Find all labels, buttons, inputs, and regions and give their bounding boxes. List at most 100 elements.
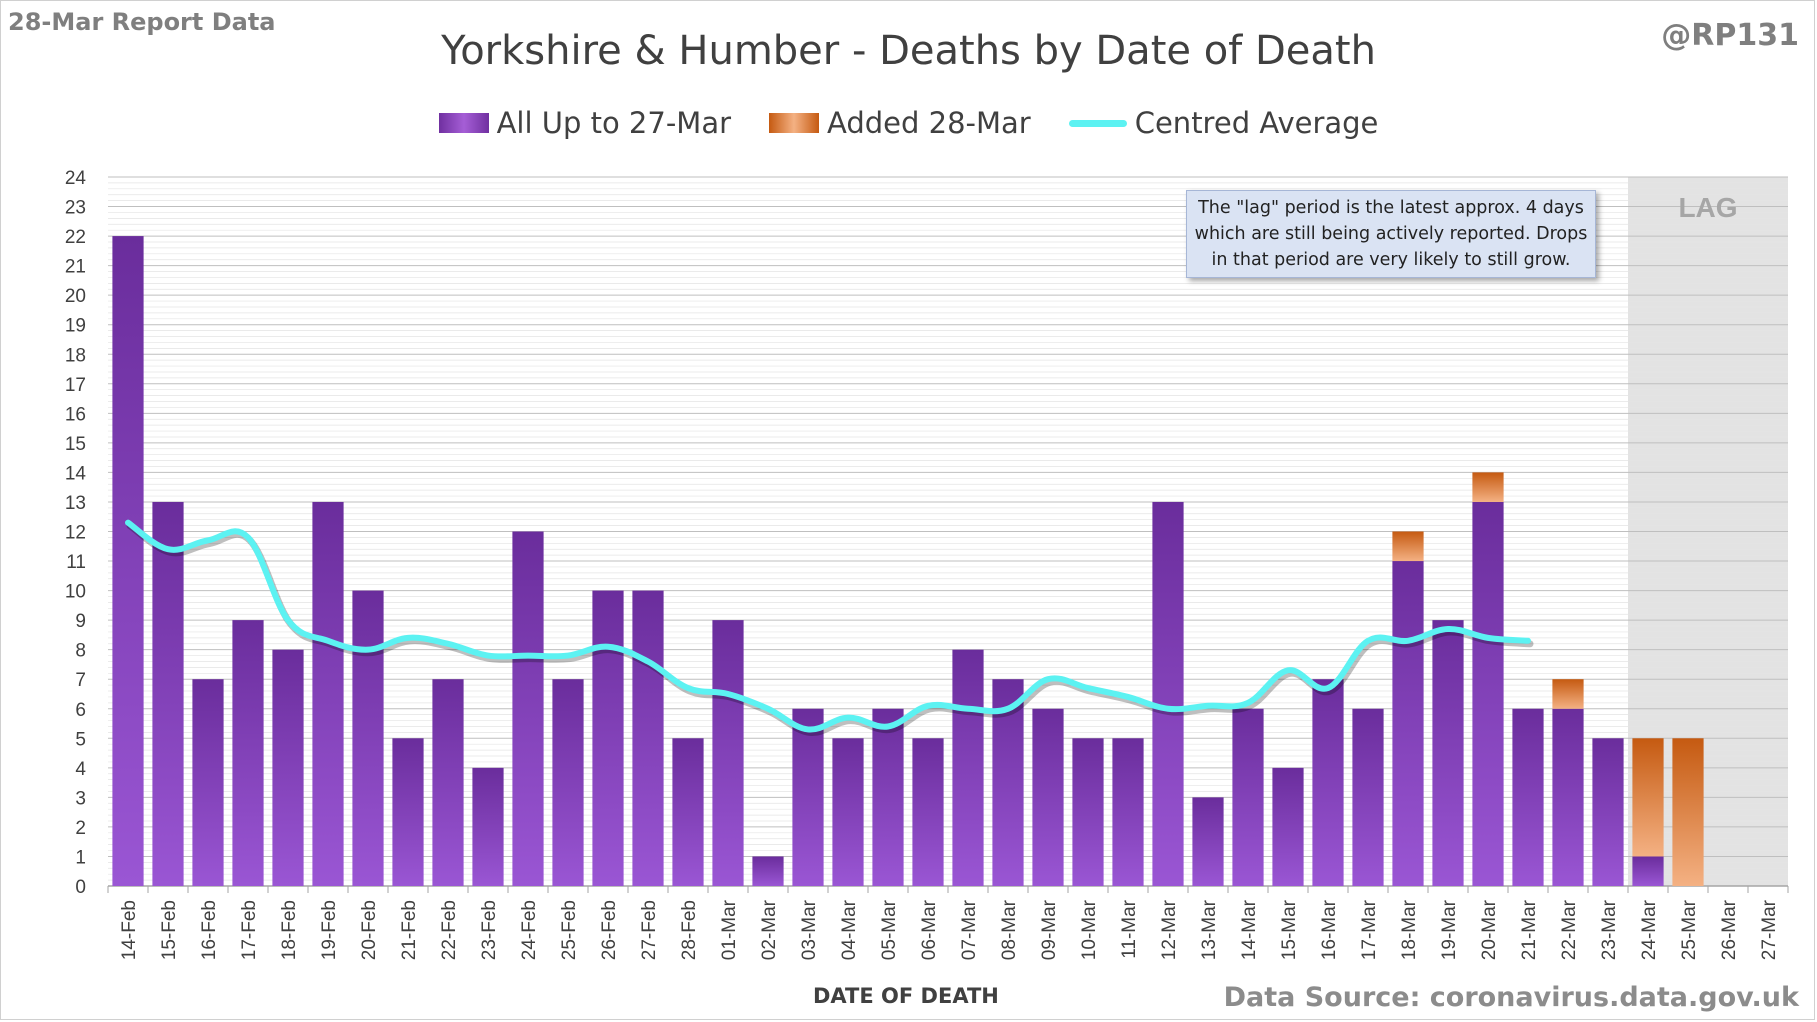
bar-all-15-Mar — [1272, 767, 1304, 886]
report-tag: 28-Mar Report Data — [8, 8, 276, 36]
legend-item-all: All Up to 27-Mar — [438, 106, 732, 140]
x-tick-label: 17-Mar — [1359, 899, 1380, 960]
bar-all-11-Mar — [1112, 738, 1144, 886]
bar-all-02-Mar — [752, 856, 784, 886]
y-tick-label: 3 — [75, 788, 86, 809]
y-tick-label: 8 — [75, 641, 86, 662]
y-tick-label: 5 — [75, 729, 86, 750]
x-tick-label: 27-Feb — [639, 900, 660, 960]
x-tick-label: 25-Mar — [1679, 899, 1700, 960]
x-tick-label: 08-Mar — [999, 899, 1020, 960]
x-tick-label: 10-Mar — [1079, 899, 1100, 960]
y-tick-label: 13 — [65, 493, 86, 514]
y-tick-label: 0 — [75, 877, 86, 898]
y-tick-label: 2 — [75, 818, 86, 839]
x-tick-label: 24-Feb — [519, 900, 540, 960]
legend-swatch-average — [1068, 119, 1127, 127]
bar-all-15-Feb — [152, 501, 184, 886]
lag-label: LAG — [1678, 192, 1737, 223]
y-tick-label: 15 — [65, 434, 86, 455]
x-tick-label: 12-Mar — [1159, 899, 1180, 960]
x-tick-label: 16-Feb — [199, 900, 220, 960]
bar-all-12-Mar — [1152, 501, 1184, 886]
x-tick-label: 26-Feb — [599, 900, 620, 960]
bar-all-24-Feb — [512, 531, 544, 886]
bar-all-22-Mar — [1552, 708, 1584, 886]
bar-all-09-Mar — [1032, 708, 1064, 886]
x-tick-label: 27-Mar — [1759, 899, 1780, 960]
x-tick-label: 02-Mar — [759, 899, 780, 960]
x-tick-label: 13-Mar — [1199, 899, 1220, 960]
bar-added-22-Mar — [1552, 679, 1584, 709]
bar-all-21-Mar — [1512, 708, 1544, 886]
bar-all-24-Mar — [1632, 856, 1664, 886]
x-tick-label: 26-Mar — [1719, 899, 1740, 960]
x-tick-label: 21-Mar — [1519, 899, 1540, 960]
bar-all-23-Mar — [1592, 738, 1624, 886]
y-tick-label: 19 — [65, 316, 86, 337]
x-tick-label: 16-Mar — [1319, 899, 1340, 960]
bar-all-13-Mar — [1192, 797, 1224, 886]
bar-all-23-Feb — [472, 767, 504, 886]
x-tick-label: 20-Mar — [1479, 899, 1500, 960]
x-tick-label: 24-Mar — [1639, 899, 1660, 960]
x-tick-label: 25-Feb — [559, 900, 580, 960]
x-tick-label: 19-Feb — [319, 900, 340, 960]
legend-item-average: Centred Average — [1068, 106, 1378, 140]
bar-all-16-Feb — [192, 679, 224, 886]
bar-added-24-Mar — [1632, 738, 1664, 857]
y-tick-label: 11 — [66, 552, 86, 573]
y-tick-label: 22 — [65, 227, 86, 248]
bar-all-14-Mar — [1232, 708, 1264, 886]
author-handle: @RP131 — [1661, 18, 1799, 53]
chart-title: Yorkshire & Humber - Deaths by Date of D… — [441, 28, 1376, 74]
bar-all-18-Feb — [272, 649, 304, 886]
bar-all-03-Mar — [792, 708, 824, 886]
y-tick-label: 12 — [65, 523, 86, 544]
y-tick-label: 4 — [75, 759, 86, 780]
x-tick-label: 17-Feb — [239, 900, 260, 960]
y-tick-label: 23 — [65, 198, 86, 219]
lag-note: The "lag" period is the latest approx. 4… — [1186, 190, 1596, 278]
y-tick-label: 21 — [65, 257, 86, 278]
bar-all-06-Mar — [912, 738, 944, 886]
x-tick-label: 22-Feb — [439, 900, 460, 960]
legend-swatch-added — [769, 113, 820, 133]
x-tick-label: 28-Feb — [679, 900, 700, 960]
x-tick-label: 15-Feb — [159, 900, 180, 960]
bar-all-10-Mar — [1072, 738, 1104, 886]
bar-added-18-Mar — [1392, 531, 1424, 562]
legend-label-added: Added 28-Mar — [827, 106, 1031, 140]
x-tick-label: 23-Mar — [1599, 899, 1620, 960]
x-tick-label: 18-Mar — [1399, 899, 1420, 960]
bar-added-25-Mar — [1672, 738, 1704, 886]
x-tick-label: 05-Mar — [879, 899, 900, 960]
x-tick-label: 15-Mar — [1279, 899, 1300, 960]
x-tick-label: 06-Mar — [919, 899, 940, 960]
legend-item-added: Added 28-Mar — [769, 106, 1031, 140]
bar-all-26-Feb — [592, 590, 624, 886]
x-tick-label: 04-Mar — [839, 899, 860, 960]
bar-all-07-Mar — [952, 649, 984, 886]
bar-all-16-Mar — [1312, 679, 1344, 886]
bar-all-05-Mar — [872, 708, 904, 886]
x-axis-title: DATE OF DEATH — [813, 984, 999, 1008]
x-tick-label: 14-Feb — [119, 900, 140, 960]
bar-all-27-Feb — [632, 590, 664, 886]
chart-legend: All Up to 27-Mar Added 28-Mar Centred Av… — [0, 106, 1817, 140]
x-tick-label: 23-Feb — [479, 900, 500, 960]
bar-all-19-Feb — [312, 501, 344, 886]
y-tick-label: 1 — [75, 847, 86, 868]
bar-all-17-Feb — [232, 620, 264, 886]
x-tick-label: 21-Feb — [399, 900, 420, 960]
y-tick-label: 6 — [75, 700, 86, 721]
bar-all-19-Mar — [1432, 620, 1464, 886]
bar-all-25-Feb — [552, 679, 584, 886]
bar-all-21-Feb — [392, 738, 424, 886]
y-tick-label: 24 — [65, 168, 87, 189]
y-tick-label: 9 — [75, 611, 86, 632]
y-tick-label: 20 — [65, 286, 86, 307]
legend-label-all: All Up to 27-Mar — [496, 106, 732, 140]
bar-all-17-Mar — [1352, 708, 1384, 886]
